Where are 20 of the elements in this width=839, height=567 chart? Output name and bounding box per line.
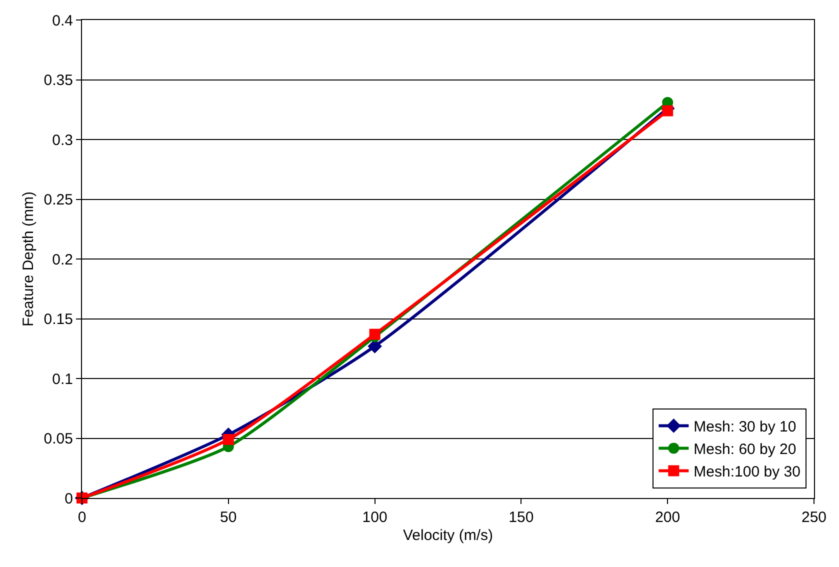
- legend-label: Mesh: 30 by 10: [694, 418, 796, 436]
- y-tick-label: 0.05: [44, 430, 73, 448]
- y-tick-label: 0.35: [44, 72, 73, 89]
- x-tick-label: 50: [220, 509, 237, 526]
- y-tick-label: 0.1: [52, 370, 73, 388]
- legend-label: Mesh:100 by 30: [694, 464, 800, 481]
- y-tick-label: 0.3: [52, 132, 73, 149]
- y-tick-label: 0.15: [44, 311, 73, 328]
- y-tick-label: 0.2: [52, 251, 73, 268]
- y-tick-label: 0: [64, 490, 73, 508]
- x-tick-label: 0: [78, 509, 86, 526]
- y-tick-label: 0.4: [52, 12, 73, 30]
- x-tick-label: 100: [362, 509, 388, 526]
- x-tick-label: 150: [508, 509, 534, 526]
- x-axis-title: Velocity (m/s): [402, 527, 494, 544]
- y-axis-title: Feature Depth (mm): [20, 191, 38, 327]
- legend-label: Mesh: 60 by 20: [694, 441, 796, 458]
- x-tick-label: 200: [655, 509, 680, 526]
- y-tick-label: 0.25: [44, 192, 73, 208]
- x-tick-label: 250: [801, 509, 827, 526]
